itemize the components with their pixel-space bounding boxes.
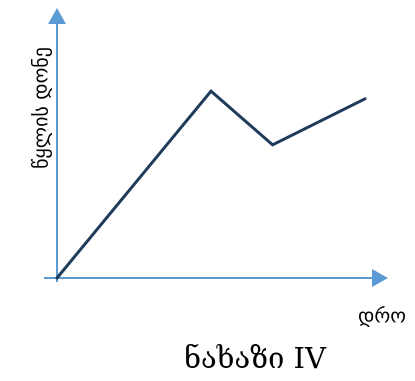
y-axis-label: წყლის დონე xyxy=(29,47,53,169)
x-axis-arrowhead xyxy=(372,269,388,287)
figure-caption: ნახაზი IV xyxy=(184,341,327,375)
y-axis-arrowhead xyxy=(48,8,66,24)
axes-group xyxy=(44,8,388,287)
x-axis-label: დრო xyxy=(358,304,406,328)
series-layer xyxy=(55,88,367,280)
series-line-1 xyxy=(55,88,367,280)
